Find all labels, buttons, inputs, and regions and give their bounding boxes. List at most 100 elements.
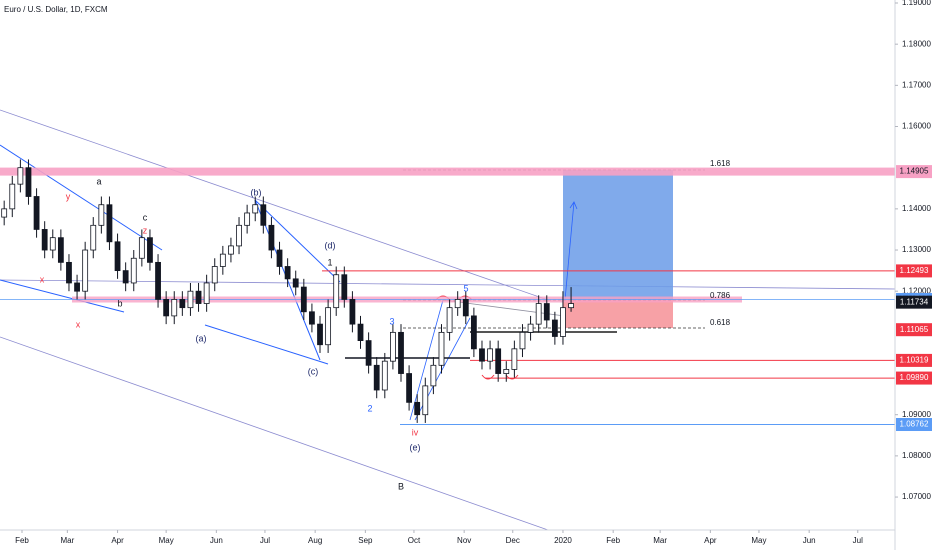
- fib-label: 0.786: [710, 291, 731, 300]
- candle-body: [211, 266, 218, 284]
- candle-body: [203, 282, 210, 304]
- wave-label: (b): [251, 187, 262, 197]
- price-label: 1.10319: [900, 356, 929, 365]
- wedge-line: [204, 324, 329, 365]
- candle-body: [317, 323, 323, 346]
- candle-body: [479, 348, 485, 362]
- price-label: 1.09890: [900, 373, 929, 382]
- channel-line: [0, 336, 549, 531]
- x-tick-label: Jun: [803, 536, 816, 545]
- resistance-band: [0, 167, 895, 176]
- candle-body: [195, 290, 202, 304]
- target-zone: [563, 170, 673, 300]
- candle-body: [82, 249, 89, 292]
- candle-body: [155, 261, 161, 300]
- y-tick-label: 1.08000: [902, 451, 931, 460]
- candle-body: [130, 257, 137, 284]
- x-tick-label: Apr: [704, 536, 717, 545]
- x-tick-label: May: [159, 536, 174, 545]
- wave-label: a: [96, 176, 101, 186]
- x-tick-label: Dec: [506, 536, 520, 545]
- candle-body: [349, 299, 356, 325]
- axes: 1.19000 1.18000 1.17000 1.16000 1.14000 1.130…: [15, 0, 932, 545]
- candle-body: [438, 331, 445, 366]
- candle-body: [41, 229, 48, 251]
- candle-body: [422, 385, 429, 416]
- candle-body: [543, 303, 550, 321]
- x-tick-label: Feb: [606, 536, 620, 545]
- levels: [0, 167, 895, 426]
- candle-body: [560, 307, 566, 337]
- candle-body: [357, 323, 364, 341]
- price-label: 1.08762: [900, 420, 929, 429]
- candle-body: [179, 299, 186, 309]
- candle-body: [414, 401, 421, 416]
- wave-labels: a b c x y z x (a) (b) (c) (d) (e) 1 2 3 …: [40, 159, 731, 491]
- wave-label: 3: [389, 316, 394, 326]
- candle-body: [333, 274, 340, 309]
- wave-label: (d): [325, 240, 336, 250]
- candle-body: [219, 253, 226, 267]
- candle-body: [260, 204, 267, 226]
- wedge-line: [0, 144, 163, 251]
- candle-body: [341, 274, 348, 300]
- target-arrow: [564, 201, 578, 301]
- candle-body: [511, 348, 518, 370]
- price-label-box: [896, 418, 932, 432]
- candle-body: [33, 196, 40, 230]
- candle-body: [446, 307, 453, 333]
- wave-label: iv: [412, 427, 419, 437]
- y-tick-label: 1.17000: [902, 80, 931, 89]
- candles: [1, 159, 574, 423]
- candle-body: [430, 364, 437, 387]
- y-tick-label: 1.12000: [902, 286, 931, 295]
- candle-body: [551, 319, 558, 337]
- x-tick-label: Jun: [210, 536, 223, 545]
- channel-line: [0, 109, 549, 301]
- candle-body: [98, 204, 105, 226]
- candle-body: [114, 241, 121, 272]
- candle-body: [163, 299, 170, 317]
- wave-label: x: [40, 274, 45, 284]
- x-tick-label: Aug: [308, 536, 322, 545]
- x-tick-label: Sep: [358, 536, 373, 545]
- candle-body: [138, 237, 145, 259]
- candle-body: [252, 204, 259, 214]
- candle-body: [57, 237, 64, 263]
- candle-body: [454, 299, 461, 309]
- candle-body: [373, 364, 380, 391]
- x-tick-label: Apr: [111, 536, 124, 545]
- x-tick-label: Feb: [15, 536, 29, 545]
- y-tick-label: 1.14000: [902, 204, 931, 213]
- candle-body: [74, 282, 80, 292]
- x-tick-label: May: [751, 536, 766, 545]
- candle-body: [106, 204, 113, 243]
- candle-body: [171, 299, 178, 317]
- candle-body: [25, 167, 32, 197]
- price-label-box: [896, 353, 932, 367]
- price-label-box: [896, 264, 932, 278]
- price-label-box: [896, 371, 932, 385]
- price-label: 1.11734: [900, 297, 929, 306]
- y-tick-label: 1.18000: [902, 39, 931, 48]
- y-tick-label: 1.19000: [902, 0, 931, 7]
- wave-label: (e): [410, 442, 421, 452]
- wave-label: B: [398, 481, 404, 491]
- wave-label: y: [66, 191, 71, 201]
- wave-line: [409, 299, 444, 421]
- candle-body: [519, 331, 526, 350]
- candle-body: [292, 278, 299, 288]
- x-tick-label: Nov: [457, 536, 471, 545]
- wave-label: x: [76, 319, 81, 329]
- candle-body: [568, 303, 574, 309]
- candle-body: [147, 237, 153, 263]
- candle-body: [487, 348, 493, 362]
- price-label: 1.11065: [900, 325, 929, 334]
- candle-body: [325, 307, 332, 346]
- stop-zone: [563, 300, 673, 328]
- candle-body: [470, 315, 477, 350]
- x-tick-label: Mar: [653, 536, 667, 545]
- y-tick-label: 1.13000: [902, 245, 931, 254]
- x-tick-label: Mar: [60, 536, 74, 545]
